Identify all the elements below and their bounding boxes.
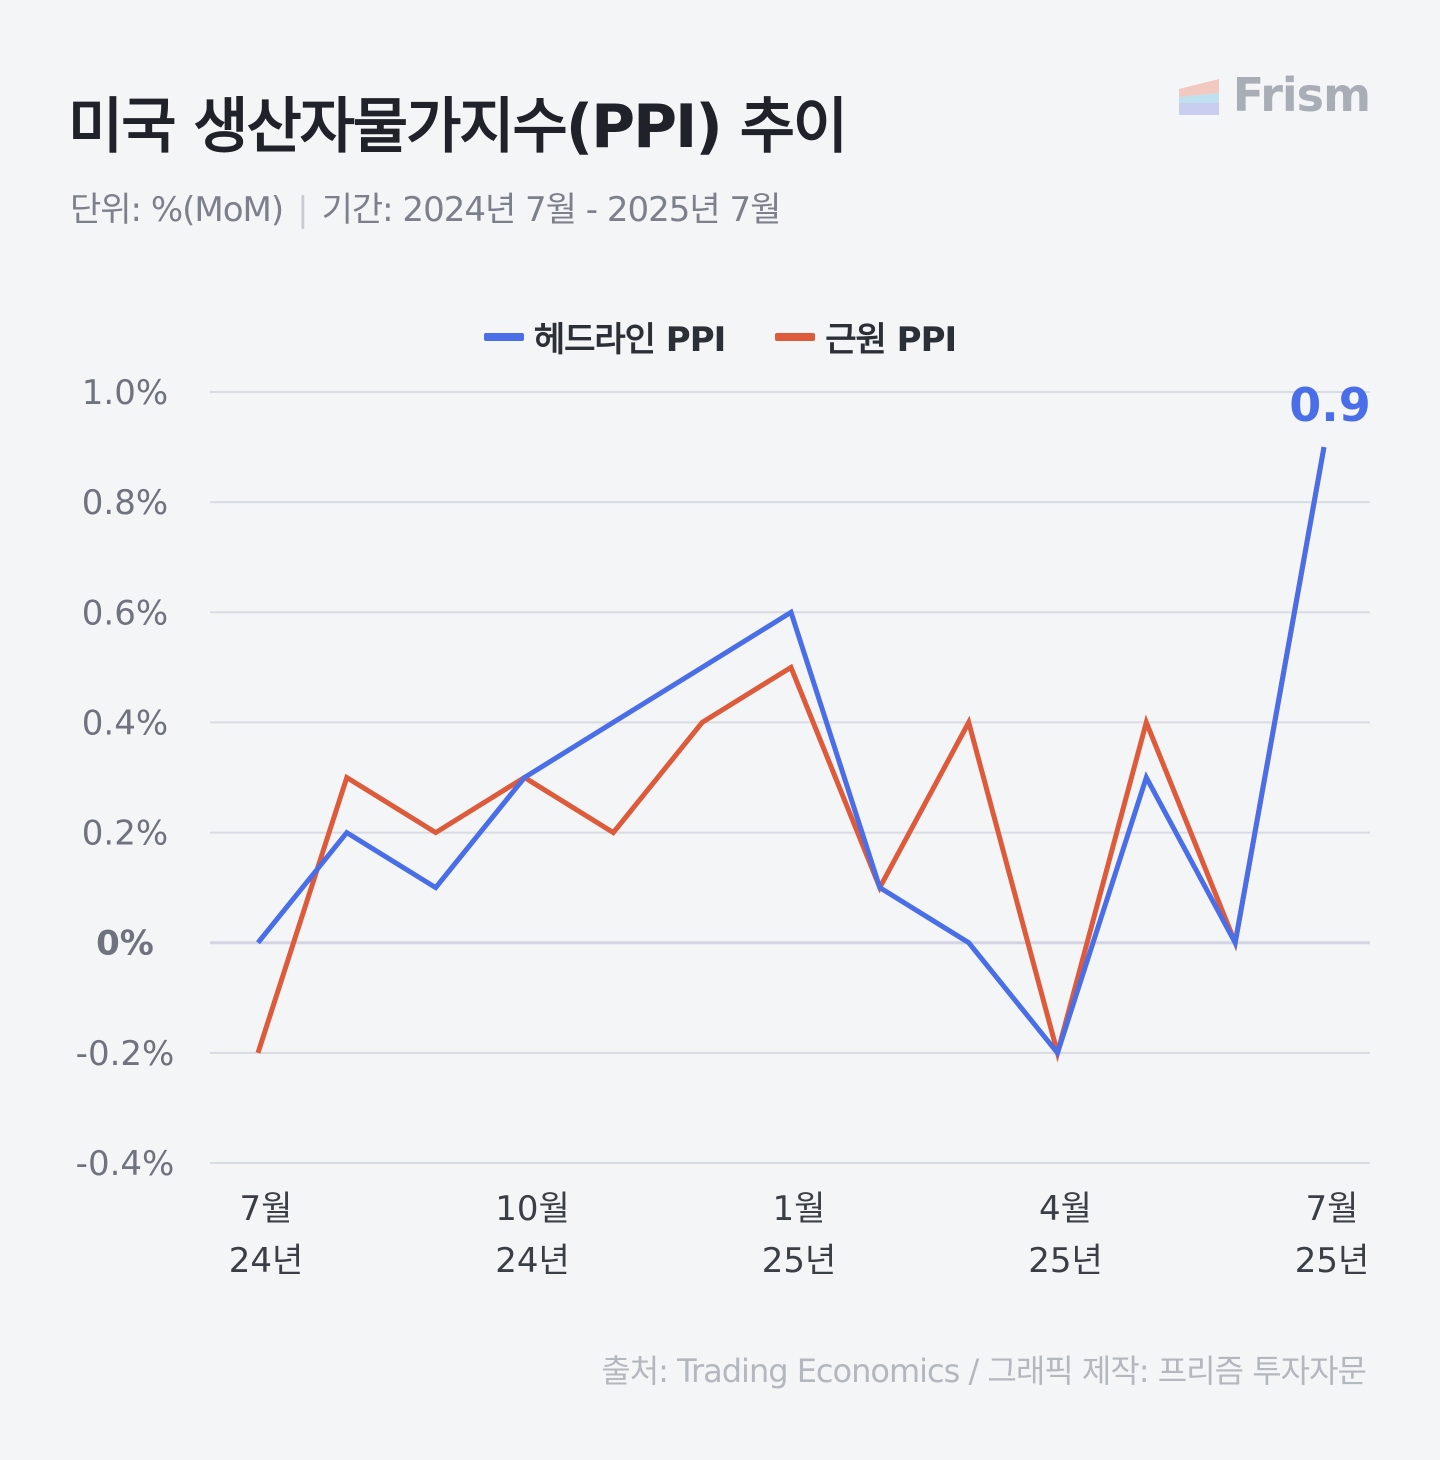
- y-tick-label: 0.6%: [82, 593, 168, 633]
- x-tick-year-label: 24년: [495, 1241, 570, 1281]
- legend-label-headline: 헤드라인 PPI: [533, 320, 726, 360]
- brand-name: Frism: [1232, 68, 1371, 122]
- brand-logo: Frism: [1178, 68, 1371, 122]
- x-tick-year-label: 25년: [1028, 1241, 1103, 1281]
- x-tick-year-label: 25년: [1295, 1241, 1370, 1281]
- x-tick-month-label: 10월: [495, 1189, 570, 1229]
- y-tick-label: -0.2%: [76, 1034, 175, 1074]
- prism-logo-icon: [1178, 79, 1219, 115]
- source-credit: 출처: Trading Economics / 그래픽 제작: 프리즘 투자자문: [601, 1352, 1367, 1390]
- series-line-headline: [256, 446, 1327, 1059]
- x-tick-month-label: 7월: [1306, 1189, 1359, 1229]
- y-tick-label: 0%: [96, 924, 154, 964]
- data-label-last: 0.9: [1289, 378, 1371, 432]
- y-tick-label: 0.4%: [82, 703, 168, 743]
- unit-label: 단위: %(MoM): [70, 190, 284, 230]
- x-tick-month-label: 7월: [240, 1189, 293, 1229]
- x-tick-month-label: 1월: [773, 1189, 826, 1229]
- legend-swatch-core: [775, 332, 816, 341]
- x-tick-year-label: 24년: [229, 1241, 304, 1281]
- y-tick-label: 0.8%: [82, 483, 168, 523]
- legend-item-headline: 헤드라인 PPI: [483, 312, 726, 361]
- chart-legend: 헤드라인 PPI 근원 PPI: [0, 312, 1440, 361]
- legend-swatch-headline: [483, 332, 524, 341]
- y-tick-label: 0.2%: [82, 814, 168, 854]
- y-tick-label: -0.4%: [76, 1144, 175, 1184]
- subtitle: 단위: %(MoM) | 기간: 2024년 7월 - 2025년 7월: [70, 182, 782, 231]
- series-line-core: [255, 446, 1327, 1063]
- y-tick-label: 1.0%: [82, 373, 168, 413]
- legend-label-core: 근원 PPI: [825, 320, 957, 360]
- legend-item-core: 근원 PPI: [775, 312, 957, 361]
- x-tick-month-label: 4월: [1039, 1189, 1092, 1229]
- separator: |: [297, 190, 309, 230]
- period-label: 기간: 2024년 7월 - 2025년 7월: [321, 190, 782, 230]
- x-tick-year-label: 25년: [762, 1241, 837, 1281]
- page-title: 미국 생산자물가지수(PPI) 추이: [68, 92, 848, 162]
